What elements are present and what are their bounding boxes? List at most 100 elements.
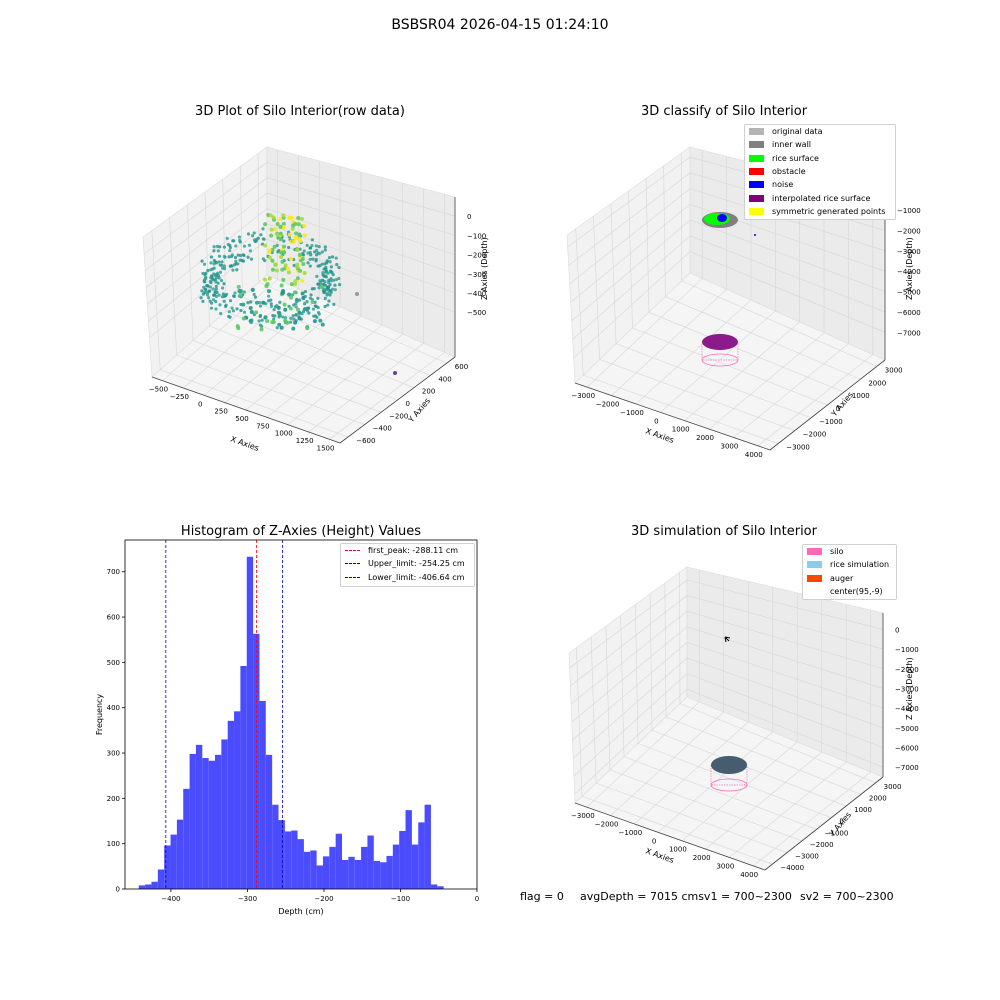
grid-line (595, 782, 788, 853)
data-point (314, 244, 318, 248)
data-point (249, 310, 254, 315)
data-point (276, 250, 280, 254)
data-point (217, 260, 221, 264)
data-point (280, 259, 285, 264)
grid-line (225, 311, 415, 388)
grid-line (634, 721, 749, 825)
data-point (254, 239, 258, 243)
grid-line (571, 626, 688, 723)
z-tick-label: −400 (467, 290, 486, 298)
data-point (254, 300, 259, 305)
data-point (308, 246, 312, 250)
legend-line (345, 550, 360, 552)
data-point (228, 248, 232, 253)
grid-line (574, 382, 771, 451)
data-point (232, 294, 236, 298)
legend-entry: Lower_limit: -406.64 cm (341, 571, 474, 584)
data-point (225, 236, 229, 240)
data-point (288, 256, 293, 261)
data-point (305, 309, 310, 313)
z-axis-label: Z Axies (Depth) (905, 237, 914, 300)
data-point (209, 255, 214, 259)
histogram-bar (259, 700, 266, 889)
data-point (292, 317, 296, 321)
z-tick-label: −500 (467, 309, 486, 317)
z-tick-label: −300 (467, 271, 486, 279)
histogram-title: Histogram of Z-Axies (Height) Values (181, 524, 421, 539)
data-point (222, 254, 226, 258)
data-point (261, 300, 266, 305)
histogram-bar (361, 846, 368, 889)
data-point (303, 289, 308, 294)
y-tick-label: 1000 (854, 806, 872, 814)
sim-axes-box: −3000−2000−100001000200030004000−4000−30… (568, 566, 919, 879)
data-point (301, 295, 306, 300)
data-point (261, 257, 265, 261)
data-point (309, 253, 313, 257)
data-point (293, 320, 298, 325)
y-tick-label: 0 (839, 818, 843, 826)
legend-entry: obstacle (745, 165, 895, 178)
data-point (283, 318, 288, 323)
legend-label: rice simulation (830, 560, 890, 570)
data-point (265, 318, 270, 323)
plot-frame (124, 539, 478, 890)
data-point (267, 294, 271, 298)
data-point (201, 292, 206, 296)
data-point (284, 316, 288, 320)
legend-label: original data (772, 127, 823, 137)
histogram-bar (170, 834, 177, 889)
histogram-bar (380, 862, 387, 889)
data-point (291, 326, 296, 331)
grid-line (572, 642, 688, 741)
data-point (323, 245, 327, 249)
histogram-bar (310, 850, 317, 889)
grid-line (680, 153, 683, 281)
data-point (290, 293, 295, 297)
data-point (222, 282, 226, 286)
data-point (335, 262, 339, 267)
data-point (223, 294, 228, 298)
data-point (287, 232, 292, 237)
grid-line (657, 731, 773, 833)
data-point (313, 304, 317, 308)
data-point (282, 239, 286, 243)
grid-line (240, 166, 243, 297)
z-tick-label: −200 (467, 252, 486, 260)
data-point (320, 262, 324, 266)
legend-entry: inner wall (745, 138, 895, 151)
auger-arrow (724, 636, 731, 643)
grid-line (160, 369, 349, 438)
grid-line (689, 235, 886, 313)
legend-entry: rice simulation (803, 558, 896, 571)
data-point (331, 272, 335, 277)
data-point (208, 279, 213, 283)
histogram-bar (189, 753, 196, 889)
data-point (249, 300, 253, 304)
data-point (273, 262, 278, 267)
grid-line (663, 165, 666, 297)
grid-line (266, 177, 456, 236)
data-point (202, 285, 206, 289)
data-point (234, 262, 238, 266)
data-point (200, 259, 204, 263)
data-point (293, 279, 298, 284)
grid-line (615, 343, 812, 419)
data-point (281, 221, 286, 226)
data-point (214, 287, 218, 291)
x-tick-label: −1000 (620, 409, 644, 417)
data-point (310, 244, 314, 248)
data-point (283, 263, 288, 268)
legend-swatch (749, 194, 764, 202)
data-point (214, 299, 218, 304)
data-point (289, 215, 294, 220)
data-point (332, 278, 336, 282)
data-point (294, 305, 298, 309)
x-tick-label: 4000 (745, 451, 763, 459)
grid-line (752, 771, 871, 867)
histogram-bar (399, 830, 406, 889)
data-point (242, 310, 247, 314)
grid-line (686, 610, 884, 670)
data-point (252, 292, 256, 297)
data-point (235, 268, 239, 272)
